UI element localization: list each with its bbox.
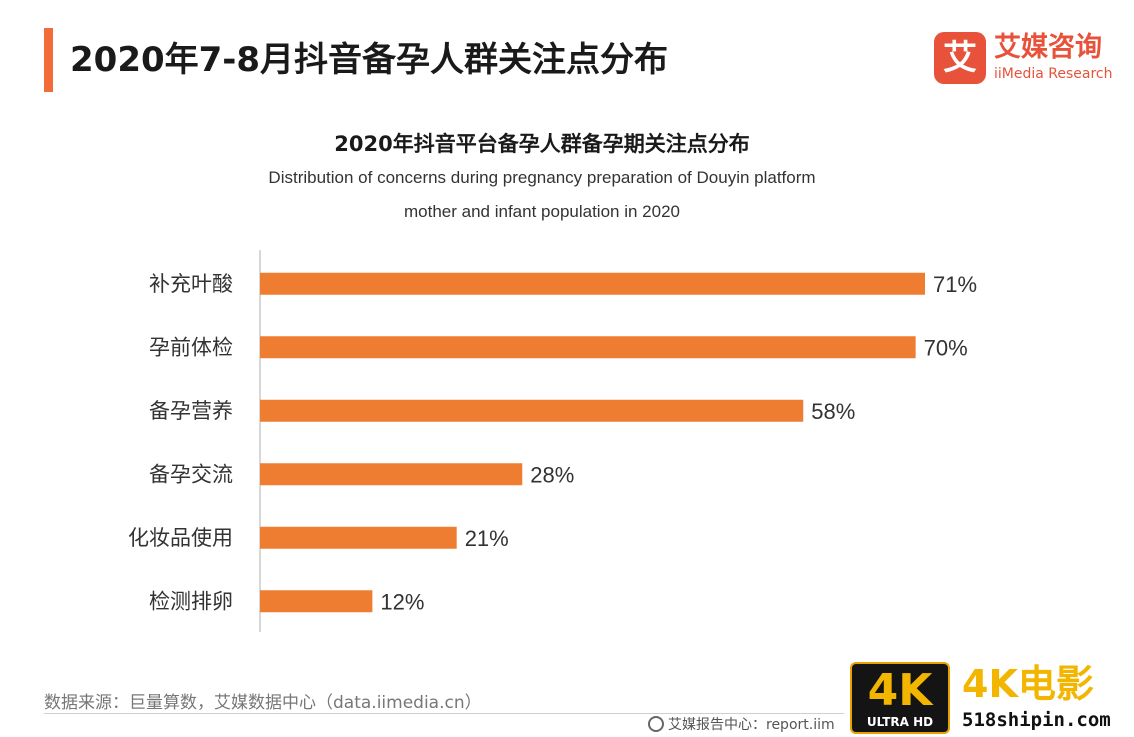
watermark-name: 4K电影 — [962, 662, 1094, 706]
report-center-text: 艾媒报告中心：report.iim — [668, 717, 835, 733]
logo-name-cn: 艾媒咨询 — [994, 32, 1102, 63]
bar-chart: 补充叶酸 71% 孕前体检 70% 备孕营养 58% 备孕交流 28% 化妆品使用 21% 检测排卵… — [128, 250, 977, 632]
chart-subtitle-line-2: mother and infant population in 2020 — [404, 202, 680, 221]
bar — [260, 590, 373, 613]
chart-subtitle-line-1: Distribution of concerns during pregnanc… — [268, 168, 816, 187]
watermark-badge-sub: ULTRA HD — [866, 715, 934, 729]
value-label: 70% — [924, 335, 968, 360]
title-accent-bar — [44, 28, 53, 92]
value-label: 12% — [380, 589, 424, 614]
footer-divider — [44, 713, 844, 714]
globe-icon — [648, 716, 664, 732]
bar — [260, 272, 925, 295]
watermark: 4K ULTRA HD 4K电影 518shipin.com — [850, 662, 1134, 737]
category-label: 化妆品使用 — [128, 526, 233, 550]
report-center-note: 艾媒报告中心：report.iim — [648, 714, 835, 734]
value-label: 71% — [933, 272, 977, 297]
bar — [260, 526, 457, 549]
data-source-note: 数据来源：巨量算数，艾媒数据中心（data.iimedia.cn） — [44, 693, 482, 713]
logo-name-en: iiMedia Research — [994, 66, 1113, 82]
category-label: 检测排卵 — [149, 589, 233, 613]
bar — [260, 399, 804, 422]
category-label: 备孕营养 — [149, 399, 233, 423]
value-label: 58% — [811, 399, 855, 424]
bar — [260, 463, 523, 486]
chart-title: 2020年抖音平台备孕人群备孕期关注点分布 — [334, 132, 750, 156]
bar — [260, 336, 916, 359]
category-label: 孕前体检 — [149, 335, 233, 359]
value-label: 28% — [530, 462, 574, 487]
category-label: 备孕交流 — [149, 462, 233, 486]
category-label: 补充叶酸 — [149, 272, 233, 296]
page-title: 2020年7-8月抖音备孕人群关注点分布 — [70, 40, 669, 80]
logo-mark-icon: 艾 — [934, 32, 986, 84]
watermark-badge-text: 4K — [867, 665, 933, 716]
watermark-badge: 4K ULTRA HD — [850, 662, 950, 734]
value-label: 21% — [465, 526, 509, 551]
iimedia-logo: 艾 艾媒咨询 iiMedia Research — [934, 32, 1124, 86]
watermark-url: 518shipin.com — [962, 709, 1111, 731]
